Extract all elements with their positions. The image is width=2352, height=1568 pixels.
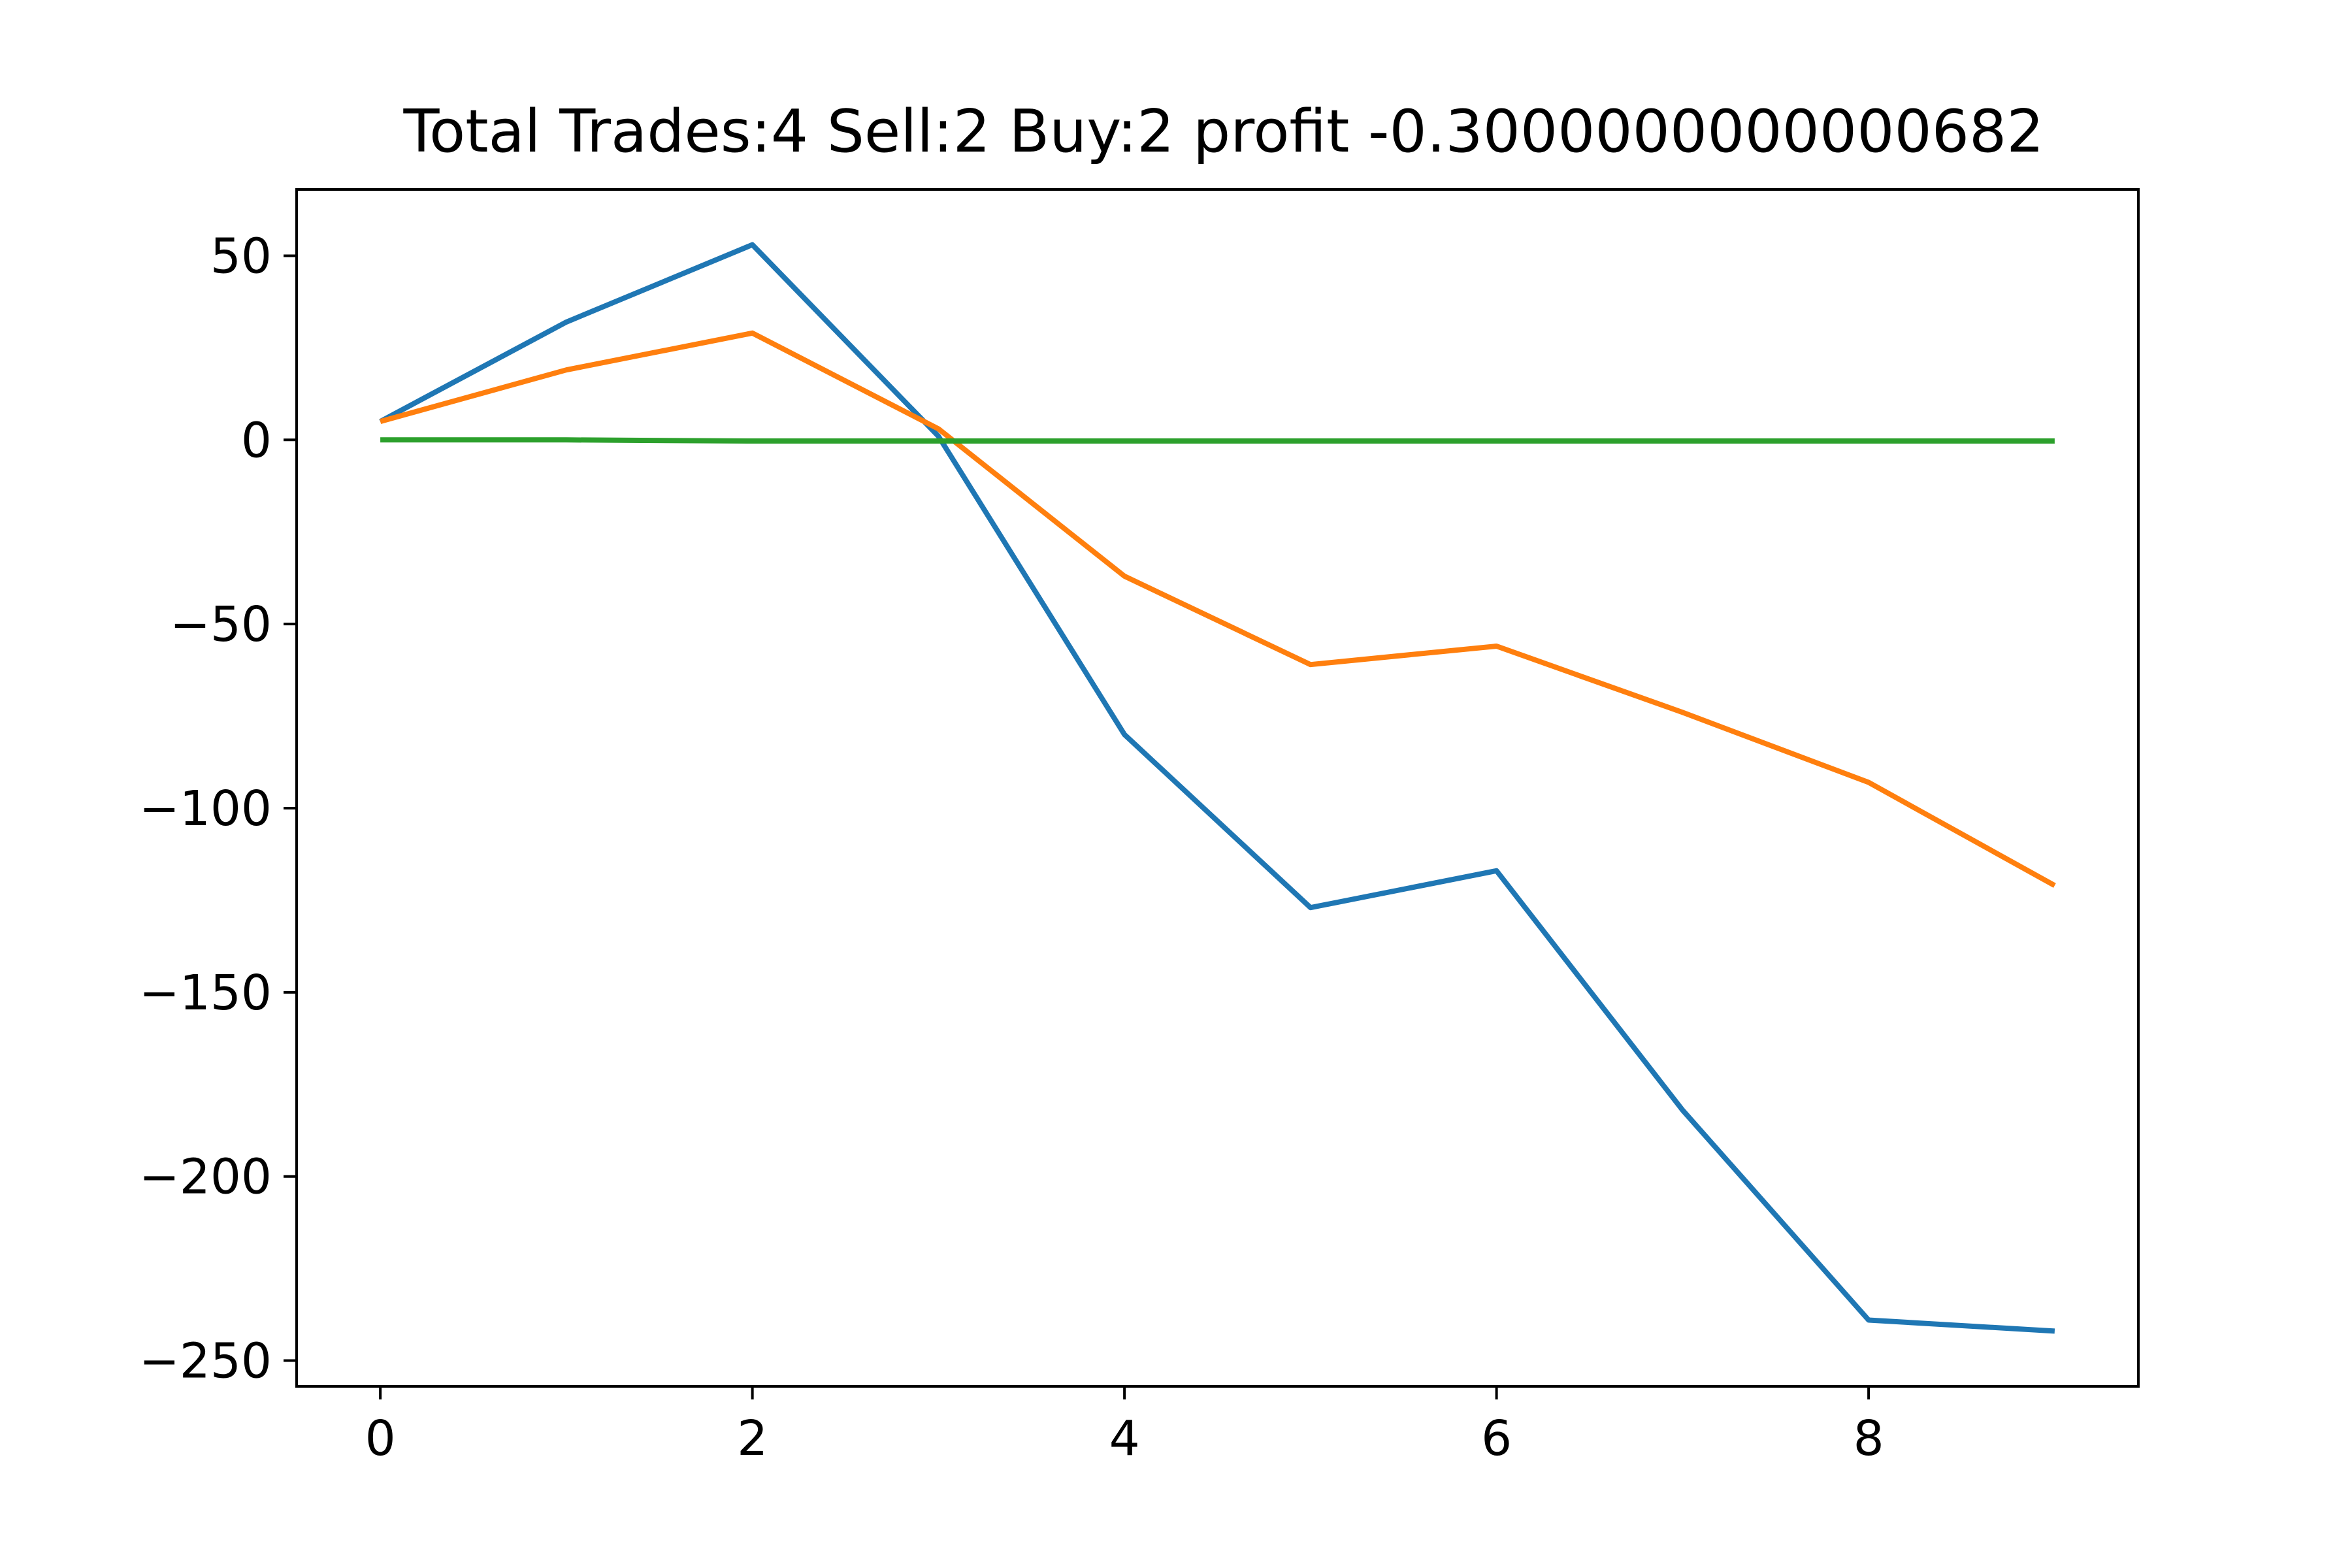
y-tick-label: 0 bbox=[241, 412, 272, 468]
y-axis: 50 0 −50 −100 −150 −200 −250 bbox=[139, 228, 297, 1390]
y-tick-label: −50 bbox=[170, 596, 272, 653]
y-tick-label: −200 bbox=[139, 1149, 272, 1205]
x-tick-label: 8 bbox=[1854, 1411, 1884, 1467]
plot-frame bbox=[295, 188, 2140, 1388]
series-layer bbox=[379, 242, 2056, 1334]
series-line-2 bbox=[380, 330, 2056, 888]
x-tick-label: 4 bbox=[1109, 1411, 1140, 1467]
series-line-1 bbox=[379, 242, 2055, 1334]
chart-title: Total Trades:4 Sell:2 Buy:2 profit -0.30… bbox=[403, 97, 2044, 166]
x-tick-label: 0 bbox=[365, 1411, 396, 1467]
series-line-3 bbox=[380, 437, 2055, 444]
x-tick-label: 6 bbox=[1481, 1411, 1512, 1467]
y-tick-label: 50 bbox=[210, 228, 272, 284]
x-tick-label: 2 bbox=[737, 1411, 768, 1467]
y-tick-label: −150 bbox=[139, 965, 272, 1021]
y-tick-label: −250 bbox=[139, 1333, 272, 1390]
x-axis: 0 2 4 6 8 bbox=[365, 1386, 1884, 1467]
y-tick-label: −100 bbox=[139, 781, 272, 837]
